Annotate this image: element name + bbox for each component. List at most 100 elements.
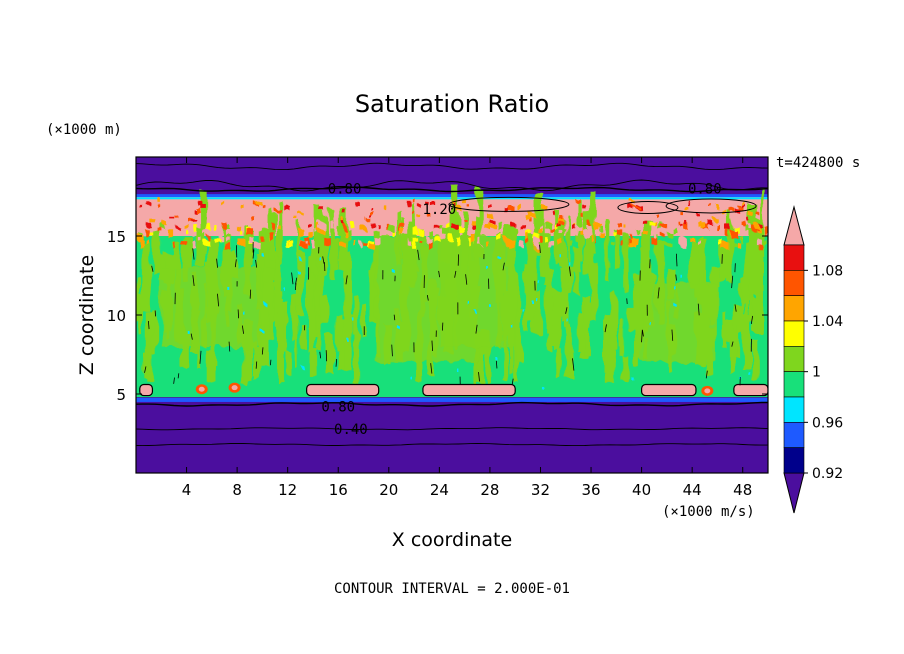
fringe-cell — [140, 229, 145, 235]
contour-fragment — [697, 303, 700, 316]
fringe-cell — [362, 242, 370, 246]
band-speck — [757, 213, 761, 217]
fringe-cell — [373, 237, 381, 244]
cyan-speck — [262, 330, 265, 334]
band-speck — [701, 224, 708, 230]
band-speck — [504, 207, 508, 213]
green-streak — [157, 239, 163, 264]
band-speck — [522, 225, 527, 229]
green-streak — [317, 256, 324, 316]
contour-fragment — [241, 325, 244, 334]
fringe-cell — [360, 226, 367, 232]
band-speck — [488, 218, 494, 222]
fringe-cell — [311, 240, 315, 249]
contour-fragment — [417, 249, 420, 261]
contour-label: 0.40 — [334, 422, 368, 438]
fringe-cell — [629, 235, 637, 243]
band-speck — [715, 224, 720, 229]
colorbar-tick-label: 0.96 — [812, 415, 843, 431]
x-tick-label: 12 — [278, 481, 297, 499]
fringe-cell — [764, 226, 768, 234]
band-speck — [507, 205, 514, 210]
contour-fragment — [478, 372, 480, 382]
green-streak — [622, 232, 628, 291]
band-speck — [294, 216, 298, 220]
fringe-cell — [471, 234, 474, 239]
band-speck — [552, 210, 555, 215]
contour-fragment — [270, 359, 272, 366]
fringe-cell — [181, 240, 187, 246]
fringe-cell — [627, 240, 635, 246]
fringe-cell — [758, 242, 762, 250]
contour-line — [136, 179, 768, 192]
cyan-speck — [521, 308, 524, 312]
band-speck — [629, 205, 635, 211]
contour-fragment — [151, 265, 154, 272]
band-speck — [559, 222, 565, 226]
band-speck — [471, 224, 476, 229]
green-streak — [246, 336, 251, 381]
time-label: t=424800 s — [776, 155, 860, 171]
band-speck — [713, 217, 718, 221]
band-speck — [729, 208, 736, 213]
green-streak — [514, 343, 520, 383]
cyan-speck — [487, 302, 490, 306]
band-speck — [411, 211, 416, 214]
fringe-cell — [322, 236, 330, 245]
fringe-cell — [411, 237, 418, 242]
fringe-cell — [558, 241, 565, 246]
cyan-speck — [475, 310, 478, 314]
fringe-cell — [399, 227, 404, 235]
band-speck — [530, 218, 533, 223]
cyan-speck — [228, 287, 231, 291]
contour-fragment — [199, 350, 202, 364]
fringe-cell — [319, 226, 324, 230]
green-streak — [254, 347, 262, 381]
fringe-cell — [590, 234, 594, 242]
fringe-cell — [412, 227, 419, 235]
green-streak — [137, 276, 141, 323]
lime-zone — [641, 283, 718, 363]
green-streak — [567, 215, 571, 284]
green-streak — [614, 230, 621, 270]
fringe-cell — [182, 224, 189, 228]
fringe-cell — [445, 223, 451, 228]
fringe-cell — [732, 241, 736, 246]
fringe-cell — [662, 234, 666, 238]
fringe-cell — [308, 232, 314, 239]
colorbar-bin — [783, 244, 805, 271]
green-streak — [547, 323, 551, 351]
fringe-cell — [144, 229, 149, 237]
chart-title: Saturation Ratio — [355, 90, 549, 118]
contour-fragment — [671, 329, 674, 341]
green-streak — [754, 298, 762, 334]
band-speck — [371, 208, 375, 212]
surface-blob — [139, 383, 154, 397]
x-tick-label: 44 — [683, 481, 702, 499]
x-tick-label: 24 — [430, 481, 449, 499]
band-speck — [413, 200, 417, 204]
colorbar-bin — [783, 270, 805, 296]
fringe-cell — [691, 235, 694, 244]
cyan-speck — [457, 370, 460, 374]
band-speck — [220, 202, 226, 205]
fringe-cell — [687, 236, 693, 240]
colorbar-tick-label: 1.04 — [812, 314, 843, 330]
band-speck — [306, 223, 312, 227]
colorbar-tick-label: 0.92 — [812, 466, 843, 482]
green-streak — [515, 307, 522, 362]
plot-area: 0.80 0.80 1.20 0.80 0.40 — [136, 157, 768, 473]
cyan-speck — [298, 256, 301, 260]
fringe-cell — [671, 227, 677, 233]
band-speck — [425, 212, 430, 216]
fringe-cell — [587, 226, 593, 235]
band-speck — [617, 223, 623, 227]
fringe-cell — [538, 234, 542, 241]
green-streak — [589, 190, 596, 254]
band-speck — [369, 215, 373, 219]
cyan-speck — [748, 372, 751, 376]
green-streak — [309, 350, 319, 377]
contour-line — [136, 162, 768, 171]
green-streak — [474, 331, 483, 382]
